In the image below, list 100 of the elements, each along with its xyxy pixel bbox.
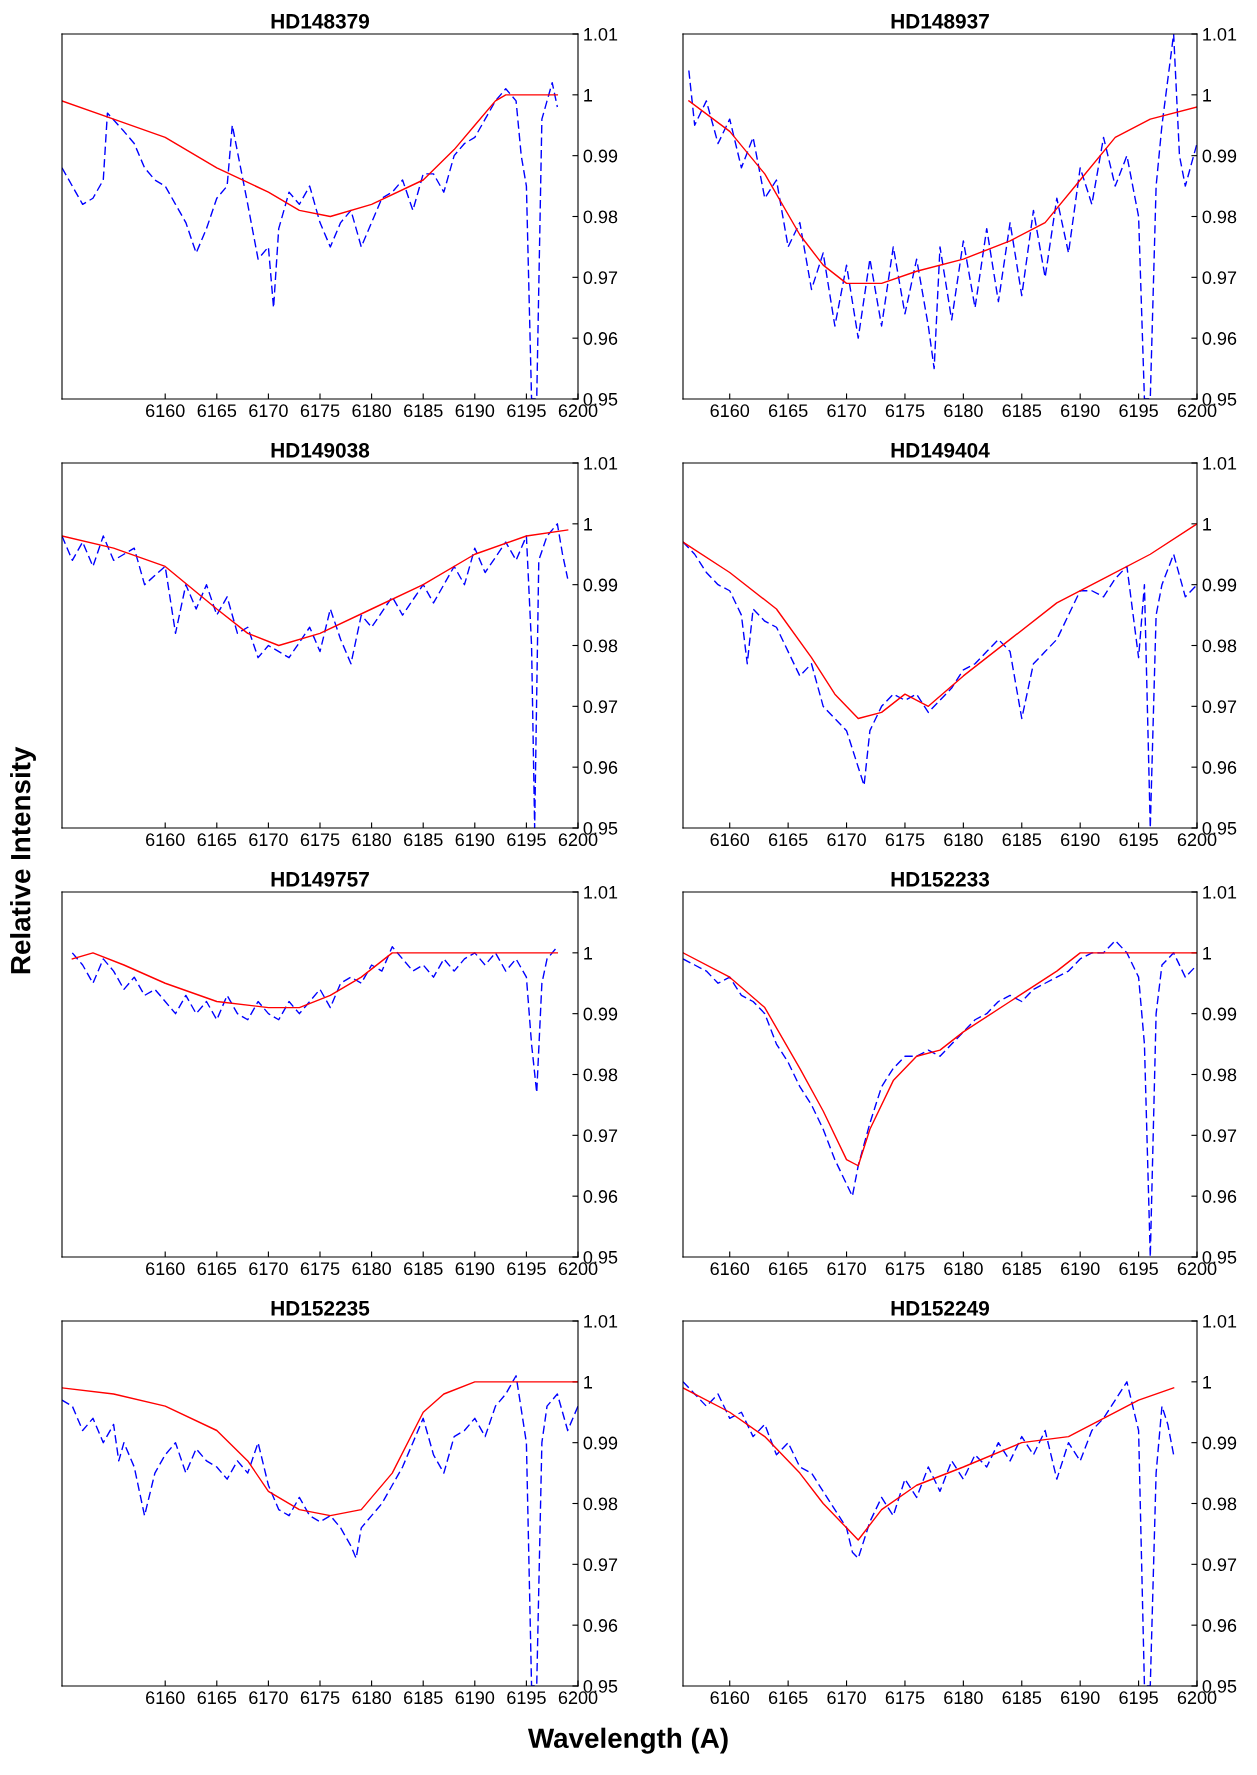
y-tick-label: 0.99 bbox=[1202, 1436, 1237, 1450]
y-tick-label: 0.97 bbox=[583, 1129, 618, 1143]
x-tick-label: 6165 bbox=[197, 833, 237, 847]
y-tick-label: 0.98 bbox=[1202, 210, 1237, 224]
chart-title: HD149404 bbox=[891, 442, 990, 458]
y-tick-label: 0.97 bbox=[583, 271, 618, 285]
y-tick-label: 0.96 bbox=[1202, 332, 1237, 345]
x-tick-label: 6170 bbox=[249, 404, 288, 418]
x-tick-label: 6165 bbox=[197, 1691, 237, 1705]
y-tick-label: 1.01 bbox=[584, 885, 618, 899]
y-tick-label: 1.01 bbox=[584, 1314, 618, 1328]
x-tick-label: 6180 bbox=[944, 404, 983, 418]
chart-title: HD149038 bbox=[271, 442, 370, 458]
x-tick-label: 6200 bbox=[1177, 1262, 1217, 1276]
x-tick-label: 6175 bbox=[300, 1691, 340, 1705]
x-tick-label: 6190 bbox=[1061, 404, 1100, 418]
y-tick-label: 1.01 bbox=[584, 27, 618, 41]
x-tick-label: 6195 bbox=[1119, 1262, 1158, 1276]
x-tick-label: 6170 bbox=[249, 833, 288, 847]
x-tick-label: 6185 bbox=[1002, 1691, 1042, 1705]
y-tick-label: 0.97 bbox=[1202, 700, 1237, 714]
y-tick-label: 0.97 bbox=[1202, 1558, 1237, 1572]
x-tick-label: 6165 bbox=[197, 1262, 237, 1276]
x-tick-label: 6175 bbox=[885, 1262, 925, 1276]
x-tick-label: 6165 bbox=[768, 1262, 808, 1276]
x-tick-label: 6190 bbox=[455, 404, 495, 418]
x-tick-label: 6170 bbox=[827, 404, 866, 418]
y-tick-label: 0.98 bbox=[1202, 1068, 1237, 1082]
x-tick-label: 6165 bbox=[768, 833, 808, 847]
y-tick-label: 0.95 bbox=[583, 392, 618, 406]
x-tick-label: 6190 bbox=[455, 1691, 495, 1705]
line-series bbox=[688, 100, 1197, 285]
y-tick-label: 0.95 bbox=[1202, 1679, 1237, 1693]
chart-title: HD152235 bbox=[271, 1300, 370, 1316]
x-tick-label: 6200 bbox=[558, 1691, 598, 1705]
x-tick-label: 6200 bbox=[558, 833, 598, 847]
line-series bbox=[683, 523, 1197, 720]
x-tick-label: 6185 bbox=[1002, 833, 1042, 847]
x-tick-label: 6160 bbox=[146, 1262, 185, 1276]
x-tick-label: 6165 bbox=[197, 404, 237, 418]
y-tick-label: 1 bbox=[584, 88, 593, 102]
y-tick-label: 0.96 bbox=[1202, 761, 1237, 774]
x-tick-label: 6195 bbox=[507, 404, 546, 418]
y-tick-label: 0.99 bbox=[1202, 1007, 1237, 1021]
y-tick-label: 0.95 bbox=[1202, 1250, 1237, 1264]
x-tick-label: 6170 bbox=[827, 1262, 866, 1276]
x-tick-label: 6180 bbox=[944, 1262, 983, 1276]
x-tick-label: 6170 bbox=[249, 1691, 288, 1705]
x-tick-label: 6195 bbox=[1119, 404, 1158, 418]
y-tick-label: 0.96 bbox=[583, 332, 618, 345]
x-tick-label: 6180 bbox=[352, 404, 391, 418]
y-tick-label: 0.95 bbox=[1202, 821, 1237, 835]
x-tick-label: 6170 bbox=[827, 833, 866, 847]
y-tick-label: 1 bbox=[1203, 946, 1212, 960]
x-tick-label: 6180 bbox=[944, 1691, 983, 1705]
x-tick-label: 6180 bbox=[352, 833, 391, 847]
line-series bbox=[62, 529, 569, 647]
x-tick-label: 6170 bbox=[249, 1262, 288, 1276]
x-tick-label: 6160 bbox=[710, 1262, 750, 1276]
chart-title: HD148379 bbox=[271, 13, 370, 29]
x-tick-label: 6195 bbox=[507, 833, 546, 847]
x-tick-label: 6170 bbox=[827, 1691, 866, 1705]
line-series bbox=[71, 946, 559, 1094]
y-tick-label: 1 bbox=[1203, 517, 1212, 531]
line-series bbox=[71, 952, 559, 1009]
x-tick-label: 6175 bbox=[300, 833, 340, 847]
y-tick-label: 0.98 bbox=[583, 639, 618, 653]
line-series bbox=[62, 94, 559, 218]
y-axis-title: Relative Intensity bbox=[10, 746, 36, 974]
y-tick-label: 1.01 bbox=[1203, 456, 1237, 470]
x-tick-label: 6190 bbox=[1061, 1691, 1100, 1705]
y-tick-label: 0.97 bbox=[1202, 271, 1237, 285]
y-tick-label: 0.99 bbox=[583, 1007, 618, 1021]
y-tick-label: 1 bbox=[584, 517, 593, 531]
x-tick-label: 6190 bbox=[1061, 1262, 1100, 1276]
x-tick-label: 6185 bbox=[1002, 1262, 1042, 1276]
y-tick-label: 0.98 bbox=[583, 1068, 618, 1082]
y-tick-label: 1 bbox=[1203, 1375, 1212, 1389]
y-tick-label: 0.95 bbox=[583, 1679, 618, 1693]
chart-title: HD148937 bbox=[891, 13, 989, 29]
x-tick-label: 6180 bbox=[352, 1691, 391, 1705]
y-tick-label: 0.97 bbox=[583, 1558, 618, 1572]
y-tick-label: 0.99 bbox=[1202, 149, 1237, 163]
x-tick-label: 6195 bbox=[1119, 833, 1158, 847]
x-tick-label: 6180 bbox=[944, 833, 983, 847]
y-tick-label: 0.99 bbox=[583, 578, 618, 592]
line-series bbox=[683, 1387, 1175, 1541]
y-tick-label: 1.01 bbox=[1203, 1314, 1237, 1328]
x-tick-label: 6160 bbox=[146, 1691, 185, 1705]
line-series bbox=[683, 1381, 1175, 1686]
x-tick-label: 6165 bbox=[768, 1691, 808, 1705]
x-tick-label: 6165 bbox=[768, 404, 808, 418]
y-tick-label: 0.97 bbox=[1202, 1129, 1237, 1143]
x-tick-label: 6160 bbox=[146, 404, 185, 418]
y-tick-label: 0.96 bbox=[583, 1190, 618, 1203]
y-tick-label: 0.97 bbox=[583, 700, 618, 714]
x-tick-label: 6185 bbox=[404, 833, 443, 847]
x-tick-label: 6175 bbox=[885, 833, 925, 847]
x-tick-label: 6195 bbox=[507, 1262, 546, 1276]
x-tick-label: 6185 bbox=[404, 1691, 443, 1705]
